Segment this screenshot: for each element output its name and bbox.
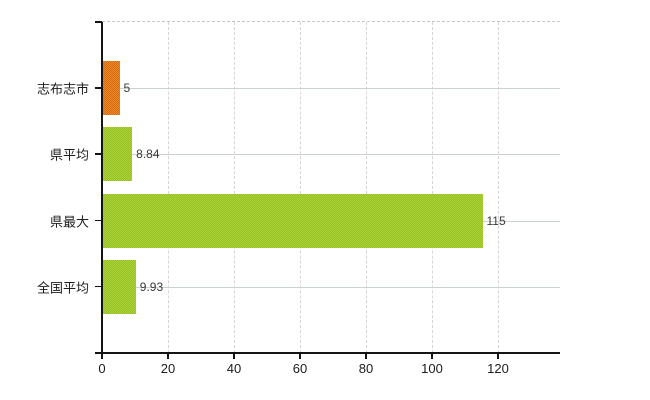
vertical-gridline — [432, 22, 433, 353]
y-axis-tick — [95, 153, 102, 155]
horizontal-gridline — [102, 88, 560, 90]
x-axis-line — [95, 352, 560, 354]
horizontal-gridline — [102, 154, 560, 156]
x-axis-tick — [167, 353, 169, 359]
bar-value-label: 9.93 — [139, 279, 164, 294]
bar-green-category-1 — [103, 127, 133, 182]
x-axis-tick — [299, 353, 301, 359]
y-axis-tick — [95, 21, 102, 23]
vertical-gridline — [168, 22, 169, 353]
y-axis-category-label: 志布志市 — [36, 81, 89, 97]
x-axis-tick-label: 20 — [160, 361, 176, 376]
vertical-gridline — [300, 22, 301, 353]
y-axis-tick — [95, 285, 102, 288]
x-axis-tick-label: 0 — [98, 361, 106, 376]
bar-green-category-2 — [103, 193, 483, 248]
x-axis-tick — [101, 353, 103, 359]
x-axis-tick-label: 40 — [226, 361, 242, 376]
x-axis-tick — [431, 353, 433, 359]
y-axis-category-label: 県最大 — [49, 214, 89, 230]
y-axis-tick — [95, 219, 102, 222]
x-axis-tick-label: 80 — [358, 361, 374, 376]
horizontal-gridline — [102, 286, 560, 288]
bar-value-label: 5 — [123, 81, 131, 96]
bar-orange-category-0 — [103, 61, 120, 116]
y-axis-category-label: 県平均 — [49, 147, 89, 163]
x-axis-tick — [233, 353, 235, 359]
y-axis-line — [101, 22, 103, 359]
plot-top-border — [102, 21, 560, 22]
x-axis-tick — [365, 353, 367, 359]
vertical-gridline — [366, 22, 367, 353]
vertical-gridline — [498, 22, 499, 353]
x-axis-tick-label: 60 — [292, 361, 308, 376]
bar-value-label: 115 — [486, 213, 506, 228]
vertical-gridline — [234, 22, 235, 353]
x-axis-tick — [497, 353, 499, 359]
y-axis-tick — [95, 87, 102, 89]
bar-green-category-3 — [103, 259, 136, 314]
x-axis-tick-label: 120 — [487, 361, 509, 376]
bar-value-label: 8.84 — [136, 147, 160, 162]
y-axis-category-label: 全国平均 — [36, 280, 89, 296]
x-axis-tick-label: 100 — [421, 361, 443, 376]
